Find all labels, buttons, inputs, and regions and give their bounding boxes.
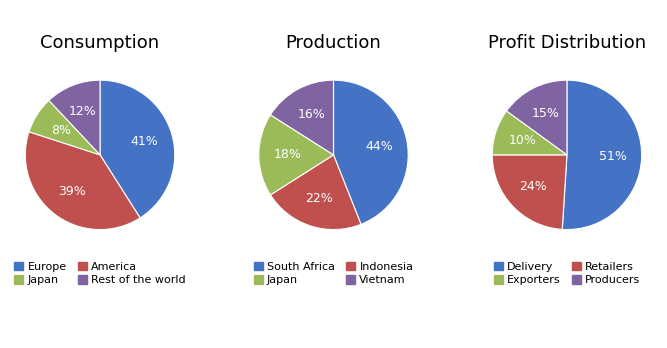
Wedge shape: [334, 80, 408, 224]
Legend: Europe, Japan, America, Rest of the world: Europe, Japan, America, Rest of the worl…: [12, 259, 188, 287]
Text: 41%: 41%: [131, 135, 158, 149]
Wedge shape: [100, 80, 175, 218]
Text: 39%: 39%: [58, 185, 85, 198]
Wedge shape: [562, 80, 642, 230]
Text: 22%: 22%: [305, 192, 333, 205]
Text: 10%: 10%: [509, 134, 537, 147]
Wedge shape: [49, 80, 100, 155]
Text: 18%: 18%: [273, 148, 301, 161]
Wedge shape: [506, 80, 567, 155]
Wedge shape: [259, 115, 334, 195]
Text: 15%: 15%: [532, 107, 560, 120]
Title: Profit Distribution: Profit Distribution: [488, 34, 646, 52]
Text: 16%: 16%: [297, 108, 325, 121]
Text: 8%: 8%: [51, 124, 71, 136]
Legend: South Africa, Japan, Indonesia, Vietnam: South Africa, Japan, Indonesia, Vietnam: [251, 259, 416, 287]
Title: Consumption: Consumption: [41, 34, 159, 52]
Wedge shape: [270, 155, 361, 230]
Text: 12%: 12%: [69, 105, 97, 118]
Wedge shape: [29, 101, 100, 155]
Title: Production: Production: [285, 34, 382, 52]
Wedge shape: [492, 111, 567, 155]
Wedge shape: [270, 80, 334, 155]
Text: 44%: 44%: [365, 140, 393, 153]
Wedge shape: [25, 132, 140, 230]
Wedge shape: [492, 155, 567, 229]
Text: 24%: 24%: [520, 180, 547, 193]
Legend: Delivery, Exporters, Retailers, Producers: Delivery, Exporters, Retailers, Producer…: [492, 259, 642, 287]
Text: 51%: 51%: [600, 150, 627, 163]
